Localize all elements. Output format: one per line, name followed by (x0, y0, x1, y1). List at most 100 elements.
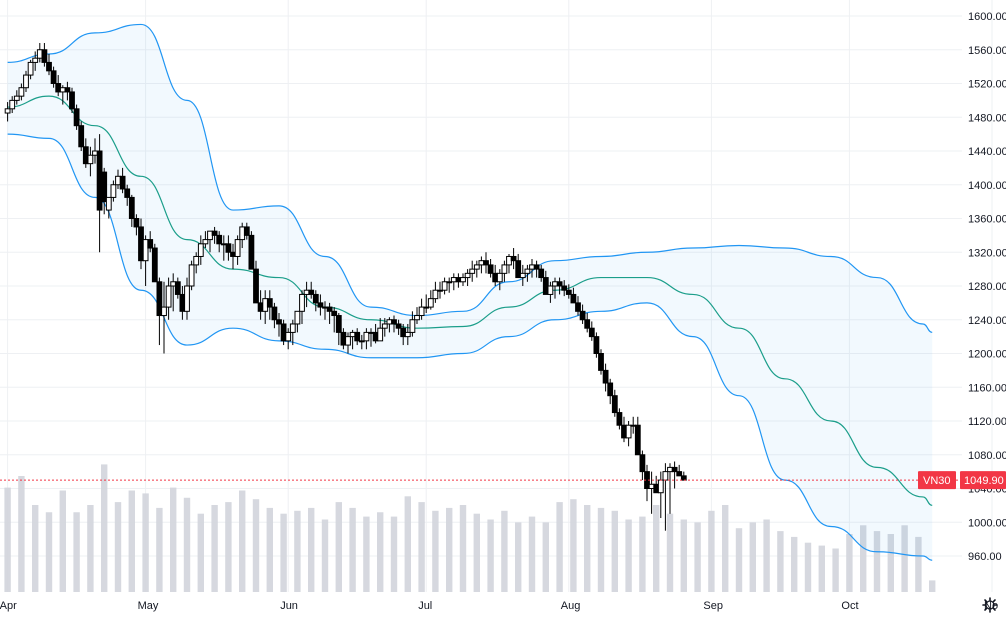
candle-body (41, 49, 48, 63)
candle-body (598, 353, 604, 371)
candle (584, 313, 591, 333)
candle (133, 214, 140, 236)
candle (271, 302, 278, 329)
volume-bar (211, 505, 218, 592)
candle-body (220, 243, 227, 246)
candle-body (427, 298, 434, 308)
candle (565, 284, 572, 299)
candle (354, 328, 361, 346)
candle-body (492, 272, 499, 283)
candle-body (46, 61, 52, 72)
candle (377, 318, 384, 342)
candle-body (207, 230, 213, 241)
candle-body (193, 255, 200, 266)
candle-body (9, 99, 16, 110)
candle-body (101, 171, 108, 203)
volume-bar (156, 507, 163, 592)
volume-bar (570, 499, 577, 592)
candle (202, 231, 209, 249)
candle-body (575, 302, 581, 312)
candle (345, 332, 351, 354)
candle (464, 269, 471, 286)
candle (519, 264, 526, 286)
volume-bar (45, 512, 53, 592)
candle (639, 450, 646, 481)
candle (634, 416, 641, 456)
candle-body (280, 323, 287, 342)
volume-bar (183, 497, 191, 592)
volume-bar (308, 507, 315, 592)
candle (575, 296, 581, 316)
candle (161, 281, 167, 354)
candle (671, 461, 678, 489)
candle-body (418, 306, 425, 317)
candle (184, 277, 190, 320)
candle (579, 304, 586, 324)
candle (285, 328, 292, 350)
candle (243, 222, 250, 240)
candle-body (36, 49, 43, 59)
candle-body (358, 340, 365, 343)
candle (501, 260, 508, 282)
candle-body (128, 196, 135, 219)
price-candles (4, 43, 687, 531)
candle (326, 302, 333, 324)
candle-body (386, 319, 393, 325)
candle (570, 287, 577, 304)
y-tick-label: 1080.00 (968, 450, 1006, 462)
candle-body (133, 218, 140, 228)
settings-gear-icon[interactable] (982, 597, 998, 613)
volume-bar (197, 513, 204, 592)
candle-body (676, 471, 683, 477)
candle-body (556, 281, 563, 287)
candle-body (349, 331, 356, 338)
symbol-price-tag: VN30 1049.90 (918, 471, 1006, 490)
candle-body (78, 125, 85, 148)
volume-bar (694, 522, 701, 592)
candle-body (115, 175, 121, 186)
x-tick-label: Sep (703, 600, 723, 612)
candle (4, 102, 11, 122)
candle-body (230, 251, 236, 257)
candle-body (345, 336, 351, 346)
volume-bar (680, 519, 687, 592)
candle (69, 87, 75, 114)
band-fill (7, 24, 933, 561)
candle (18, 83, 25, 101)
candle-body (579, 310, 586, 321)
candle-body (243, 226, 250, 236)
candle-body (55, 83, 62, 93)
volume-bar (404, 496, 411, 592)
candle (496, 269, 503, 291)
candle (174, 277, 181, 299)
candle (253, 260, 259, 304)
candle (9, 96, 16, 114)
y-tick-label: 1280.00 (968, 281, 1006, 293)
candle-body (59, 87, 66, 93)
candle-body (308, 289, 315, 295)
candle (124, 184, 131, 206)
candle-body (478, 260, 485, 266)
candle-body (565, 289, 572, 295)
y-tick-label: 1120.00 (968, 416, 1006, 428)
candle-body (533, 264, 540, 270)
candle-body (96, 150, 103, 211)
volume-bar (611, 510, 618, 592)
candle-body (404, 331, 411, 338)
candle (391, 315, 397, 333)
candle-body (611, 395, 618, 414)
candle (266, 290, 273, 320)
y-tick-label: 1480.00 (968, 112, 1006, 124)
candle-body (27, 61, 34, 76)
candle-body (105, 196, 112, 211)
candle-body (303, 289, 310, 295)
candle (460, 273, 466, 286)
volume-bar (763, 519, 770, 592)
candle-body (662, 471, 669, 481)
candle-body (82, 146, 89, 165)
candle-body (630, 424, 637, 427)
candle-body (455, 277, 462, 283)
candle-body (680, 475, 687, 481)
candle-body (340, 331, 347, 346)
volume-bar (101, 464, 108, 592)
